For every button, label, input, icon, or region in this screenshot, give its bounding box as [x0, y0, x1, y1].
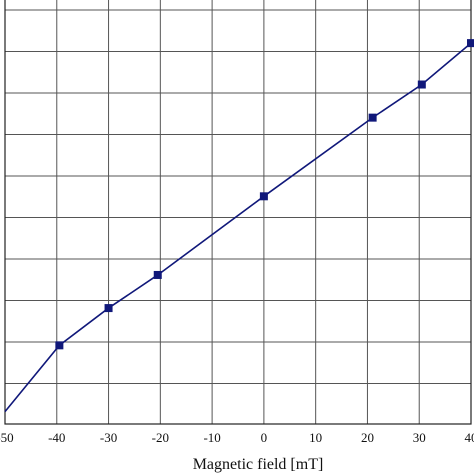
x-tick-label: -10	[203, 430, 220, 445]
series-line	[4, 42, 472, 413]
x-tick-labels: -50 -40 -30 -20 -10 0 10 20 30 40	[0, 430, 474, 445]
data-point-marker	[467, 39, 474, 48]
x-tick-label: 40	[465, 430, 474, 445]
x-tick-label: -20	[152, 430, 169, 445]
data-point-marker	[417, 80, 426, 89]
series-markers	[55, 39, 474, 350]
x-tick-label: -40	[48, 430, 65, 445]
x-tick-label: 0	[261, 430, 268, 445]
x-axis-title: Magnetic field [mT]	[193, 456, 324, 473]
data-point-marker	[104, 304, 113, 313]
x-tick-label: 30	[413, 430, 426, 445]
data-point-marker	[368, 113, 377, 122]
x-tick-label: -30	[100, 430, 117, 445]
data-point-marker	[259, 192, 268, 201]
data-point-marker	[55, 341, 64, 350]
x-tick-label: 20	[361, 430, 374, 445]
plot-frame	[4, 0, 472, 425]
data-point-marker	[153, 270, 162, 279]
x-tick-label: -50	[0, 430, 14, 445]
x-tick-label: 10	[309, 430, 322, 445]
grid	[4, 0, 472, 424]
